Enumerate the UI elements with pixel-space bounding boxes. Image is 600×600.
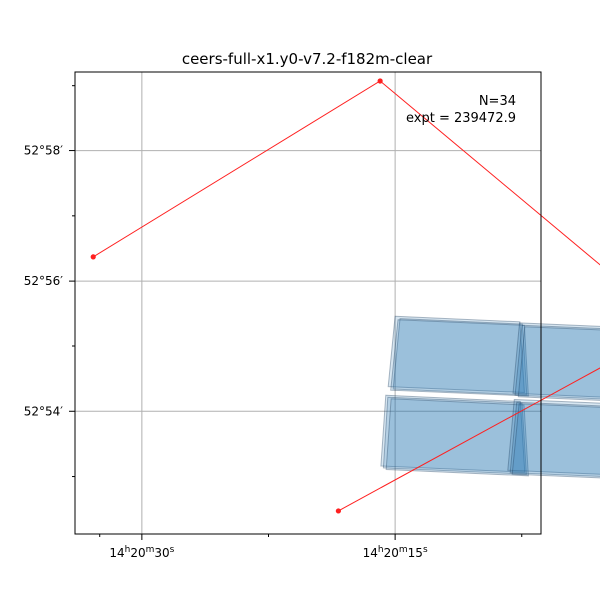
x-tick-label: 14h20m30s bbox=[109, 545, 174, 560]
exposure-footprint bbox=[382, 396, 527, 475]
count-annotation: N=34 bbox=[479, 94, 516, 109]
x-tick-label: 14h20m15s bbox=[363, 545, 428, 560]
visit-path bbox=[90, 78, 600, 514]
exposure-footprint bbox=[509, 401, 600, 477]
chart-title: ceers-full-x1.y0-v7.2-f182m-clear bbox=[182, 50, 433, 68]
visit-point bbox=[377, 78, 383, 84]
exposure-time-annotation: expt = 239472.9 bbox=[406, 111, 516, 126]
exposure-footprint bbox=[390, 319, 529, 397]
exposure-footprint bbox=[385, 398, 529, 477]
axis-ticks: 14h20m30s14h20m15s14h20m00s52°54′52°56′5… bbox=[24, 85, 523, 560]
y-tick-label: 52°56′ bbox=[24, 274, 64, 288]
exposure-footprint bbox=[512, 322, 600, 398]
plot-frame bbox=[74, 71, 542, 535]
exposure-footprint bbox=[387, 315, 525, 394]
exposure-footprint bbox=[517, 326, 600, 401]
visit-point bbox=[335, 508, 341, 514]
exposure-footprint bbox=[511, 403, 600, 479]
y-tick-label: 52°58′ bbox=[24, 144, 64, 158]
exposure-footprint bbox=[392, 318, 528, 396]
visit-path-line bbox=[92, 80, 600, 512]
exposure-footprint bbox=[380, 394, 526, 473]
exposure-footprint bbox=[514, 324, 600, 400]
visit-point bbox=[90, 254, 96, 260]
y-tick-label: 52°54′ bbox=[24, 404, 64, 418]
grid-lines bbox=[75, 72, 541, 534]
exposure-footprints bbox=[380, 315, 600, 479]
